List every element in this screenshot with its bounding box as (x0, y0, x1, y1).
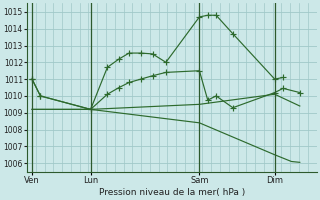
X-axis label: Pression niveau de la mer( hPa ): Pression niveau de la mer( hPa ) (99, 188, 245, 197)
